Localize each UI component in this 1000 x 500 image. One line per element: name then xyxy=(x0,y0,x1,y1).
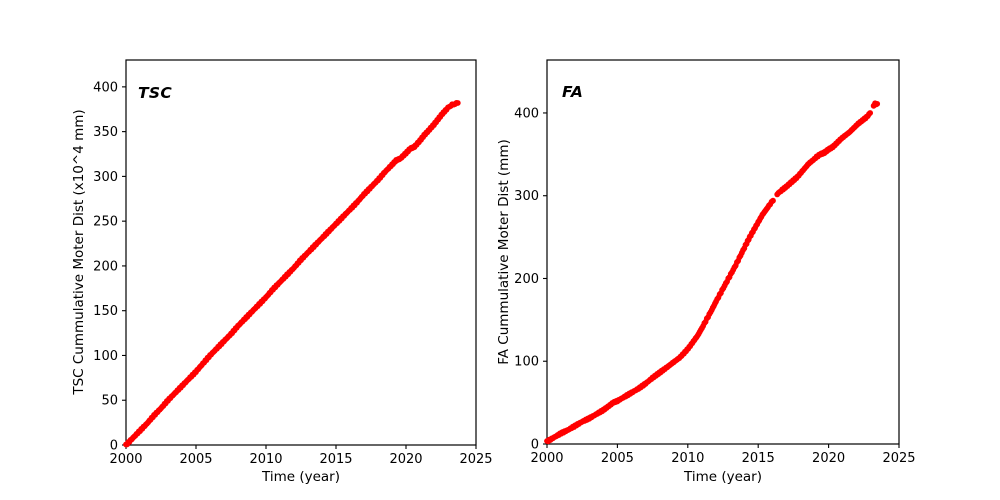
x-tick-label: 2025 xyxy=(459,452,492,467)
y-axis-ticks: 0 50 100 150 200 250 300 350 400 xyxy=(93,80,126,454)
y-tick-label: 200 xyxy=(93,259,118,274)
fa-plot-title: FA xyxy=(562,83,584,101)
fa-plot-area: 2000 2005 2010 2015 2020 2025 0 100 200 300 400 xyxy=(514,59,916,466)
x-axis-ticks: 2000 2005 2010 2015 2020 2025 xyxy=(109,445,493,467)
x-tick-label: 2000 xyxy=(109,452,142,467)
x-tick-label: 2000 xyxy=(530,451,563,466)
tsc-subplot: 2000 2005 2010 2015 2020 2025 0 50 100 150 200 250 3… xyxy=(71,59,493,485)
y-tick-label: 50 xyxy=(101,394,118,409)
x-tick-label: 2015 xyxy=(742,451,775,466)
x-tick-label: 2015 xyxy=(319,452,352,467)
y-axis-ticks: 0 100 200 300 400 xyxy=(514,106,547,453)
fa-x-axis-label: Time (year) xyxy=(684,469,762,485)
axes-frame xyxy=(125,59,477,446)
x-tick-label: 2010 xyxy=(249,452,282,467)
fa-y-axis-label: FA Cummulative Moter Dist (mm) xyxy=(496,139,512,365)
x-tick-label: 2005 xyxy=(601,451,634,466)
tsc-plot-title: TSC xyxy=(138,84,173,102)
y-tick-label: 0 xyxy=(531,438,539,453)
y-tick-label: 100 xyxy=(93,349,118,364)
x-tick-label: 2020 xyxy=(812,451,845,466)
y-tick-label: 250 xyxy=(93,215,118,230)
data-series-tsc xyxy=(123,99,461,448)
x-tick-label: 2025 xyxy=(882,451,915,466)
tsc-y-axis-label: TSC Cummulative Moter Dist (x10^4 mm) xyxy=(71,109,87,395)
y-tick-label: 100 xyxy=(514,355,539,370)
x-tick-label: 2005 xyxy=(179,452,212,467)
y-tick-label: 150 xyxy=(93,304,118,319)
y-tick-label: 200 xyxy=(514,272,539,287)
data-series-fa xyxy=(544,100,881,445)
y-tick-label: 300 xyxy=(93,170,118,185)
x-tick-label: 2020 xyxy=(389,452,422,467)
x-axis-ticks: 2000 2005 2010 2015 2020 2025 xyxy=(530,444,916,466)
y-tick-label: 0 xyxy=(110,439,118,454)
y-tick-label: 300 xyxy=(514,189,539,204)
y-tick-label: 350 xyxy=(93,125,118,140)
tsc-x-axis-label: Time (year) xyxy=(262,469,340,485)
fa-subplot: 2000 2005 2010 2015 2020 2025 0 100 200 300 400 FA… xyxy=(496,0,1000,500)
axes-frame xyxy=(546,59,900,445)
tsc-plot-area: 2000 2005 2010 2015 2020 2025 0 50 100 150 200 250 3… xyxy=(93,59,493,467)
y-tick-label: 400 xyxy=(93,80,118,95)
y-tick-label: 400 xyxy=(514,106,539,121)
x-tick-label: 2010 xyxy=(671,451,704,466)
